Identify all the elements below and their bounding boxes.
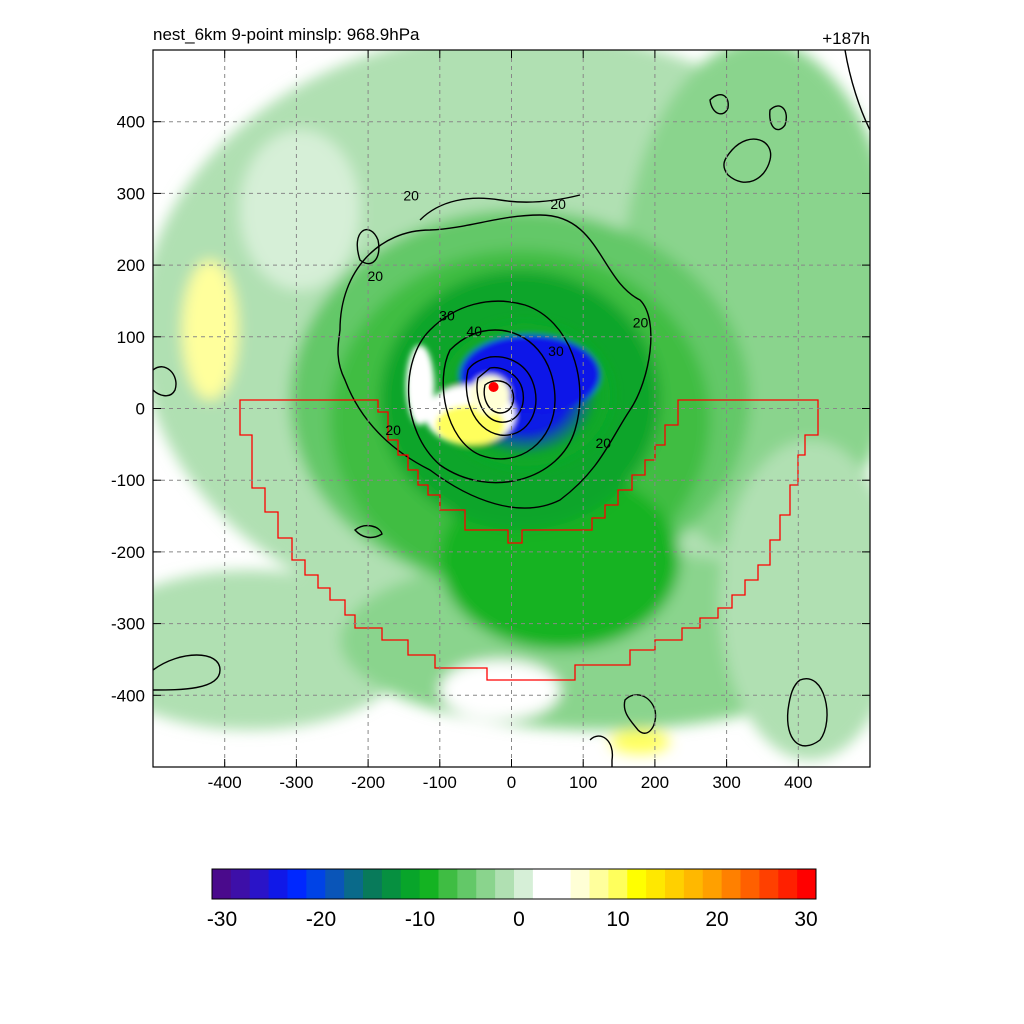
contour-label: 20 — [595, 435, 611, 451]
contour-labels: 20 20 20 20 20 20 30 30 40 — [367, 188, 648, 451]
nest-domain-outline — [239, 399, 819, 681]
chart-title-left: nest_6km 9-point minslp: 968.9hPa — [153, 25, 420, 44]
colorbar-swatch — [514, 869, 534, 899]
x-tick-label: 400 — [784, 773, 812, 792]
x-axis: -400 -300 -200 -100 0 100 200 300 400 — [208, 50, 812, 792]
colorbar-swatch — [230, 869, 251, 899]
colorbar-swatch — [212, 869, 232, 899]
contour-label: 20 — [385, 422, 401, 438]
colorbar-label: 20 — [705, 908, 728, 931]
contour-label: 20 — [403, 188, 419, 204]
contour-label: 20 — [367, 268, 383, 284]
colorbar-frame — [211, 868, 817, 900]
colorbar-swatch — [268, 869, 288, 899]
colorbar-swatch — [532, 869, 553, 899]
colorbar-swatch — [419, 869, 439, 899]
colorbar-swatch — [702, 869, 723, 899]
colorbar-swatch — [778, 869, 798, 899]
colorbar-swatch — [759, 869, 779, 899]
y-tick-label: 0 — [136, 400, 145, 419]
colorbar-swatch — [627, 869, 647, 899]
y-axis: 400 300 200 100 0 -100 -200 -300 -400 — [111, 113, 870, 705]
x-tick-label: -200 — [351, 773, 385, 792]
x-tick-label: 0 — [507, 773, 516, 792]
storm-center-marker — [488, 381, 499, 392]
y-tick-label: 200 — [117, 256, 145, 275]
colorbar-label: -10 — [405, 908, 435, 931]
contour-label: 40 — [466, 323, 482, 339]
colorbar — [211, 868, 817, 900]
colorbar-swatch — [646, 869, 666, 899]
colorbar-label: 0 — [513, 908, 525, 931]
storm-center-dot — [488, 381, 499, 392]
y-tick-label: -300 — [111, 615, 145, 634]
colorbar-swatch — [400, 869, 421, 899]
colorbar-swatch — [589, 869, 609, 899]
colorbar-swatch — [438, 869, 458, 899]
y-tick-label: 100 — [117, 328, 145, 347]
colorbar-swatch — [249, 869, 270, 899]
colorbar-label: 10 — [606, 908, 629, 931]
colorbar-swatch — [495, 869, 515, 899]
y-tick-label: -200 — [111, 543, 145, 562]
colorbar-label: -20 — [306, 908, 336, 931]
colorbar-labels: -30 -20 -10 0 10 20 30 — [207, 908, 818, 931]
colorbar-swatch — [363, 869, 383, 899]
colorbar-swatch — [797, 869, 817, 899]
colorbar-swatch — [740, 869, 760, 899]
y-tick-label: -100 — [111, 471, 145, 490]
field-shading — [153, 50, 870, 767]
contour-label: 20 — [550, 196, 566, 212]
colorbar-swatch — [608, 869, 628, 899]
contour-label: 30 — [548, 343, 564, 359]
colorbar-swatch — [570, 869, 590, 899]
y-tick-label: 400 — [117, 113, 145, 132]
colorbar-swatch — [683, 869, 704, 899]
colorbar-swatch — [721, 869, 741, 899]
x-tick-label: 300 — [712, 773, 740, 792]
colorbar-swatch — [344, 869, 364, 899]
colorbar-swatch — [325, 869, 345, 899]
x-tick-label: -300 — [279, 773, 313, 792]
colorbar-swatch — [306, 869, 326, 899]
colorbar-label: -30 — [207, 908, 237, 931]
colorbar-swatch — [381, 869, 402, 899]
y-tick-label: -400 — [111, 686, 145, 705]
colorbar-swatch — [457, 869, 477, 899]
colorbar-swatch — [287, 869, 307, 899]
x-tick-label: 200 — [641, 773, 669, 792]
contour-label: 20 — [633, 314, 649, 330]
x-tick-label: -100 — [423, 773, 457, 792]
y-tick-label: 300 — [117, 184, 145, 203]
x-tick-label: -400 — [208, 773, 242, 792]
colorbar-swatch — [551, 869, 572, 899]
colorbar-swatch — [476, 869, 496, 899]
colorbar-label: 30 — [794, 908, 817, 931]
colorbar-swatch — [665, 869, 685, 899]
chart-title-right: +187h — [822, 29, 870, 48]
x-tick-label: 100 — [569, 773, 597, 792]
contour-label: 30 — [439, 307, 455, 323]
